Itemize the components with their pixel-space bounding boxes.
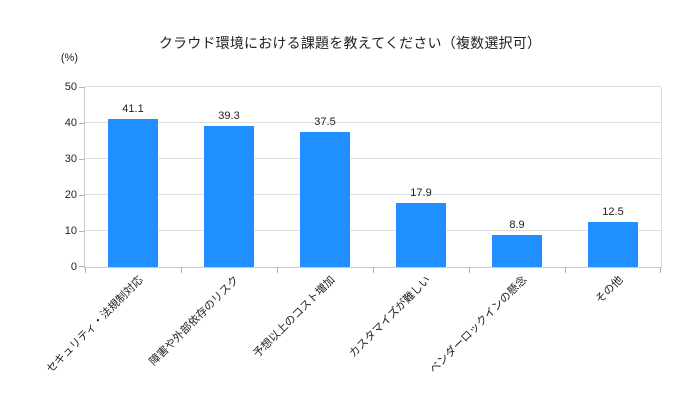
y-tick-label: 40 — [64, 117, 77, 129]
x-category-label: ベンダーロックインの懸念 — [427, 274, 530, 376]
bar-value-label: 37.5 — [314, 116, 336, 128]
y-tick-mark — [79, 159, 85, 160]
bar — [204, 126, 254, 267]
bar-value-label: 8.9 — [509, 219, 525, 231]
x-tick-mark — [373, 267, 374, 273]
x-tick-mark — [85, 267, 86, 273]
y-tick-label: 20 — [64, 189, 77, 201]
y-gridline — [85, 122, 661, 123]
y-tick-label: 0 — [70, 261, 77, 273]
y-tick-mark — [79, 123, 85, 124]
y-tick-mark — [79, 266, 85, 267]
x-category-label: その他 — [593, 274, 626, 306]
x-category-label: カスタマイズが難しい — [347, 274, 434, 361]
y-gridline — [85, 194, 661, 195]
chart-title: クラウド環境における課題を教えてください（複数選択可） — [158, 35, 542, 51]
bar — [492, 235, 542, 267]
x-category-label: セキュリティ・法規制対応 — [44, 274, 146, 376]
y-tick-mark — [79, 231, 85, 232]
x-tick-mark — [660, 267, 661, 273]
y-tick-mark — [79, 87, 85, 88]
y-tick-label: 50 — [64, 81, 77, 93]
bar — [588, 222, 638, 267]
y-axis-unit-label: (%) — [60, 52, 78, 64]
y-gridline — [85, 158, 661, 159]
x-category-label: 障害や外部依存のリスク — [147, 274, 242, 369]
y-gridline — [85, 86, 661, 87]
y-tick-mark — [79, 195, 85, 196]
bar-value-label: 12.5 — [602, 206, 624, 218]
x-tick-mark — [469, 267, 470, 273]
bar — [396, 203, 446, 267]
bar — [300, 132, 350, 267]
plot-area: 0 10 20 30 40 50 41.1 セキュリティ・法規制対応 39.3 障害や外部依存のリ… — [44, 81, 662, 376]
bar-value-label: 39.3 — [218, 110, 240, 122]
y-tick-label: 10 — [64, 225, 77, 237]
y-gridline — [85, 230, 661, 231]
y-tick-label: 30 — [64, 153, 77, 165]
x-category-label: 予想以上のコスト増加 — [251, 274, 338, 361]
x-tick-mark — [181, 267, 182, 273]
bar-value-label: 17.9 — [410, 187, 432, 199]
bar — [108, 119, 158, 267]
x-tick-mark — [277, 267, 278, 273]
bar-value-label: 41.1 — [122, 103, 144, 115]
x-tick-mark — [565, 267, 566, 273]
